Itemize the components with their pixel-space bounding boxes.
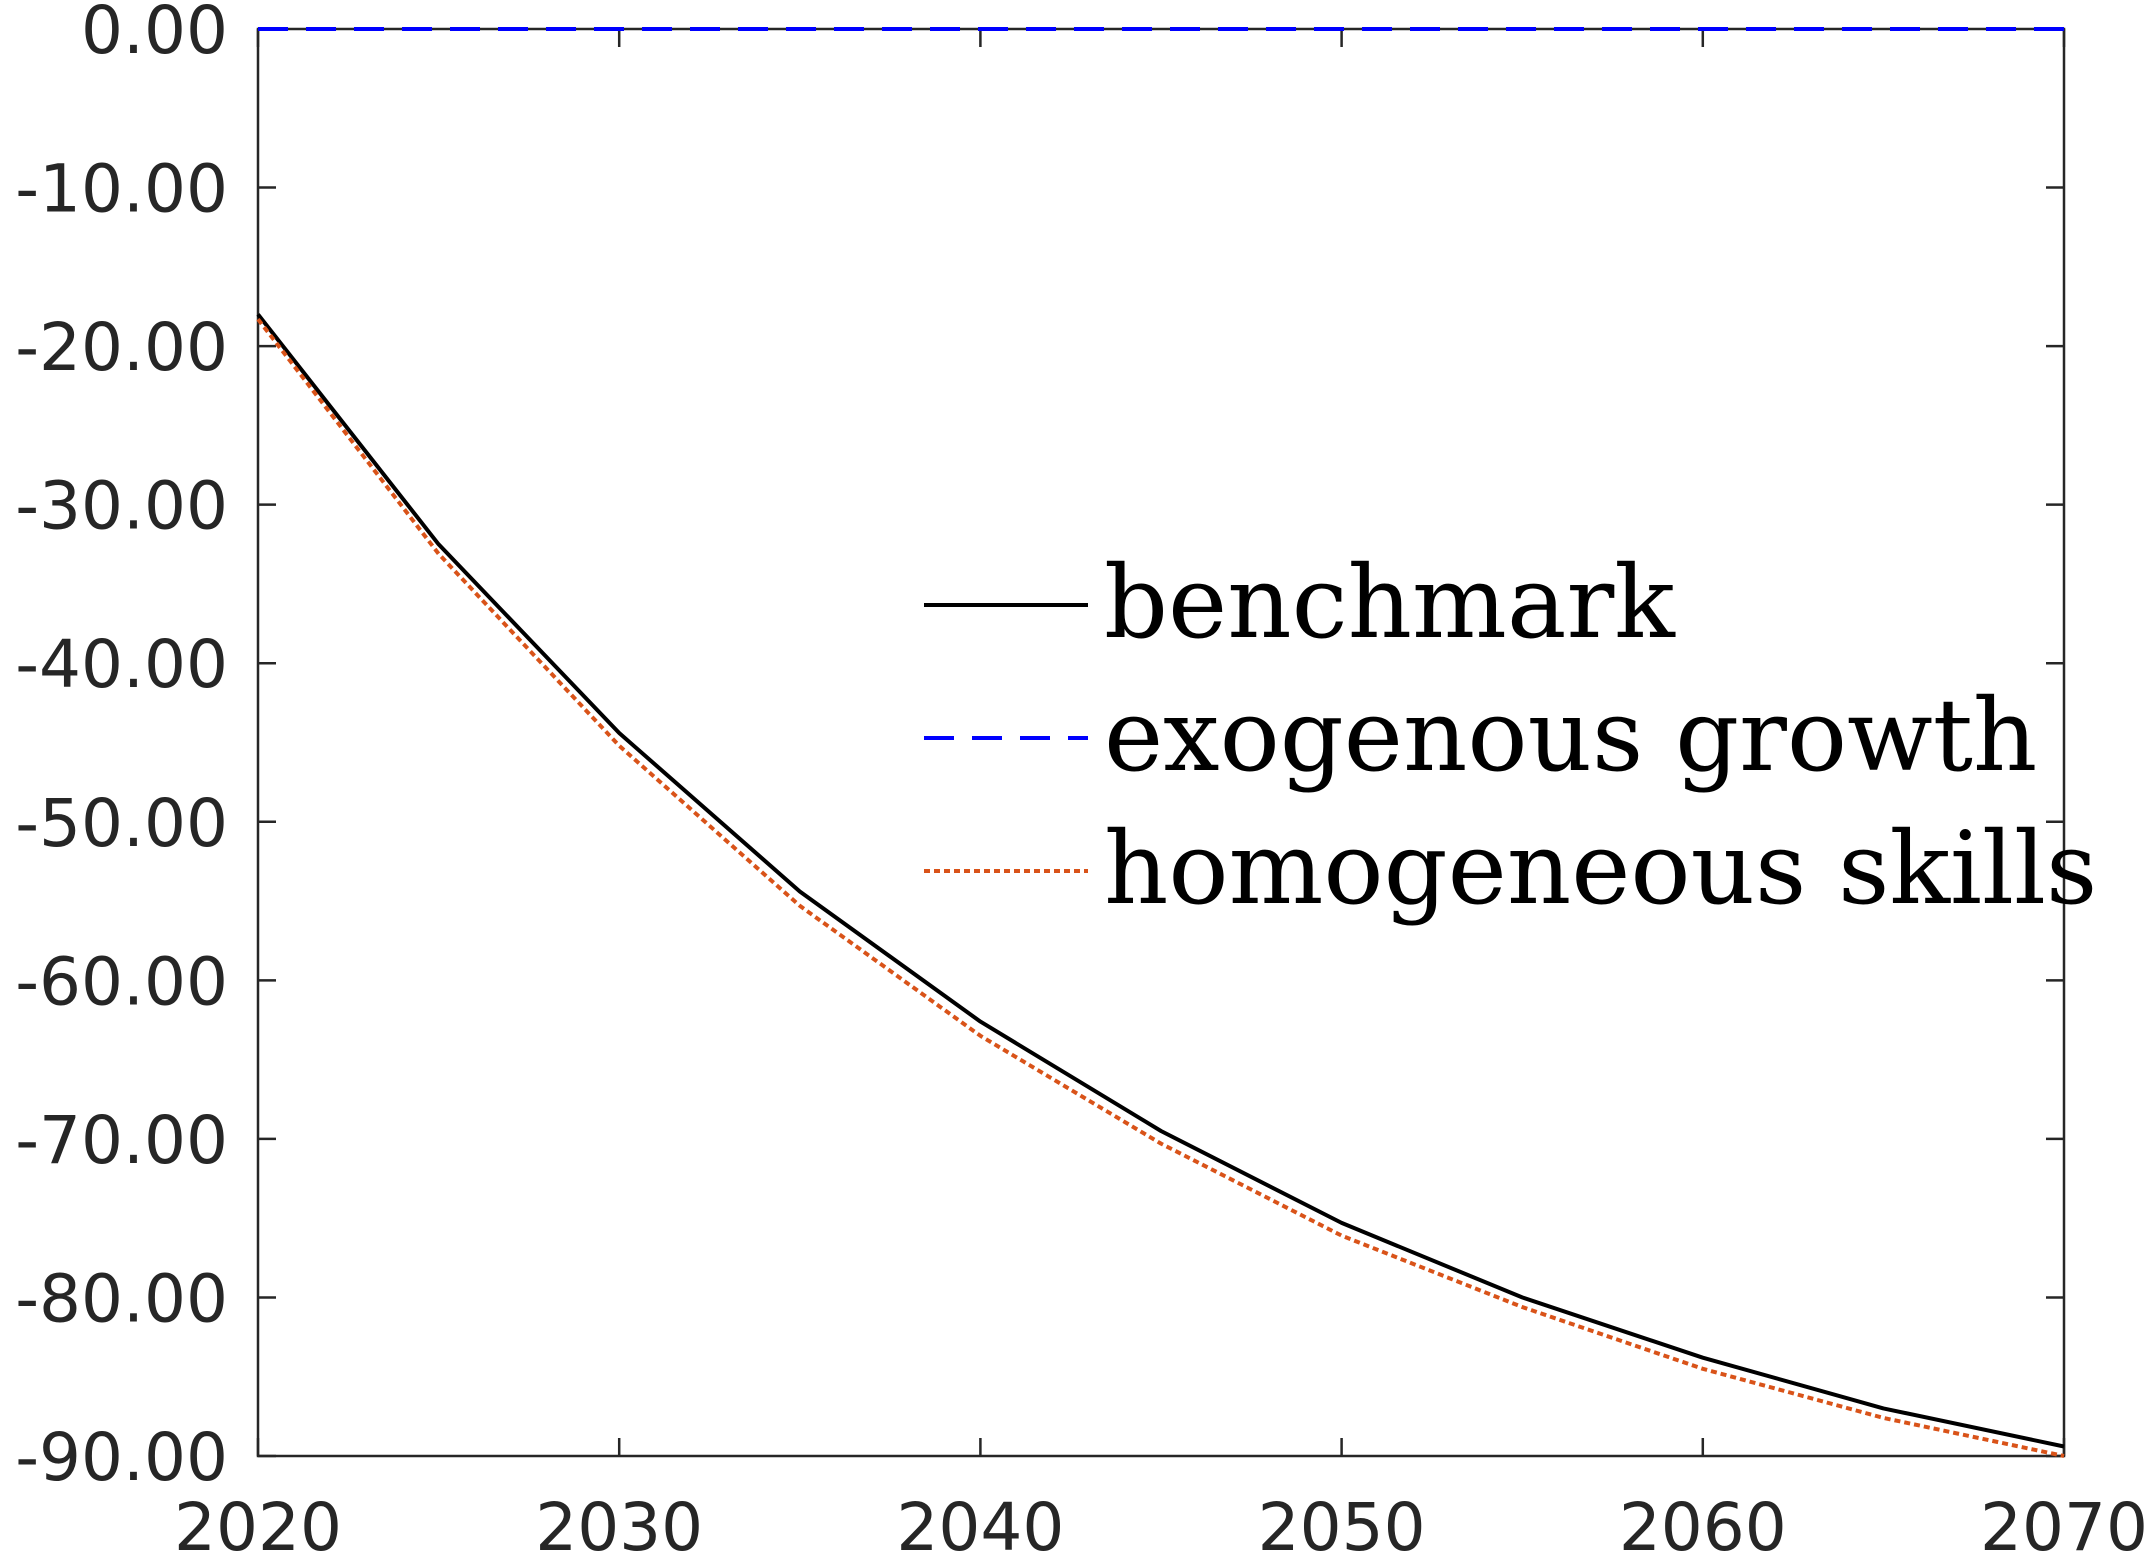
series-line-2 xyxy=(256,317,2065,1458)
x-tick-label: 2030 xyxy=(535,1489,703,1554)
legend: benchmark exogenous growth homogeneous ski… xyxy=(924,544,2097,927)
legend-label-0: benchmark xyxy=(1104,544,1676,661)
legend-label-1: exogenous growth xyxy=(1104,677,2037,794)
y-tick-label: -90.00 xyxy=(15,1419,228,1496)
x-tick-label: 2020 xyxy=(174,1489,342,1554)
legend-label-2: homogeneous skills xyxy=(1104,810,2097,927)
x-tick-label: 2050 xyxy=(1258,1489,1426,1554)
y-tick-label: -30.00 xyxy=(15,468,228,545)
x-tick-label: 2040 xyxy=(896,1489,1064,1554)
tick-labels: 2020 2030 2040 2050 2060 2070 0.00 -10.00 -20.00… xyxy=(15,0,2148,1554)
y-tick-label: -70.00 xyxy=(15,1102,228,1179)
y-tick-label: -10.00 xyxy=(15,151,228,228)
series-line-0 xyxy=(256,313,2065,1449)
y-tick-label: -60.00 xyxy=(15,943,228,1020)
y-tick-label: -50.00 xyxy=(15,785,228,862)
y-tick-label: -40.00 xyxy=(15,626,228,703)
x-tick-label: 2070 xyxy=(1980,1489,2148,1554)
y-tick-label: 0.00 xyxy=(81,0,228,69)
series-lines xyxy=(256,27,2065,1458)
x-tick-label: 2060 xyxy=(1619,1489,1787,1554)
y-tick-label: -80.00 xyxy=(15,1260,228,1337)
y-tick-label: -20.00 xyxy=(15,309,228,386)
plot-frame xyxy=(256,27,2066,1458)
